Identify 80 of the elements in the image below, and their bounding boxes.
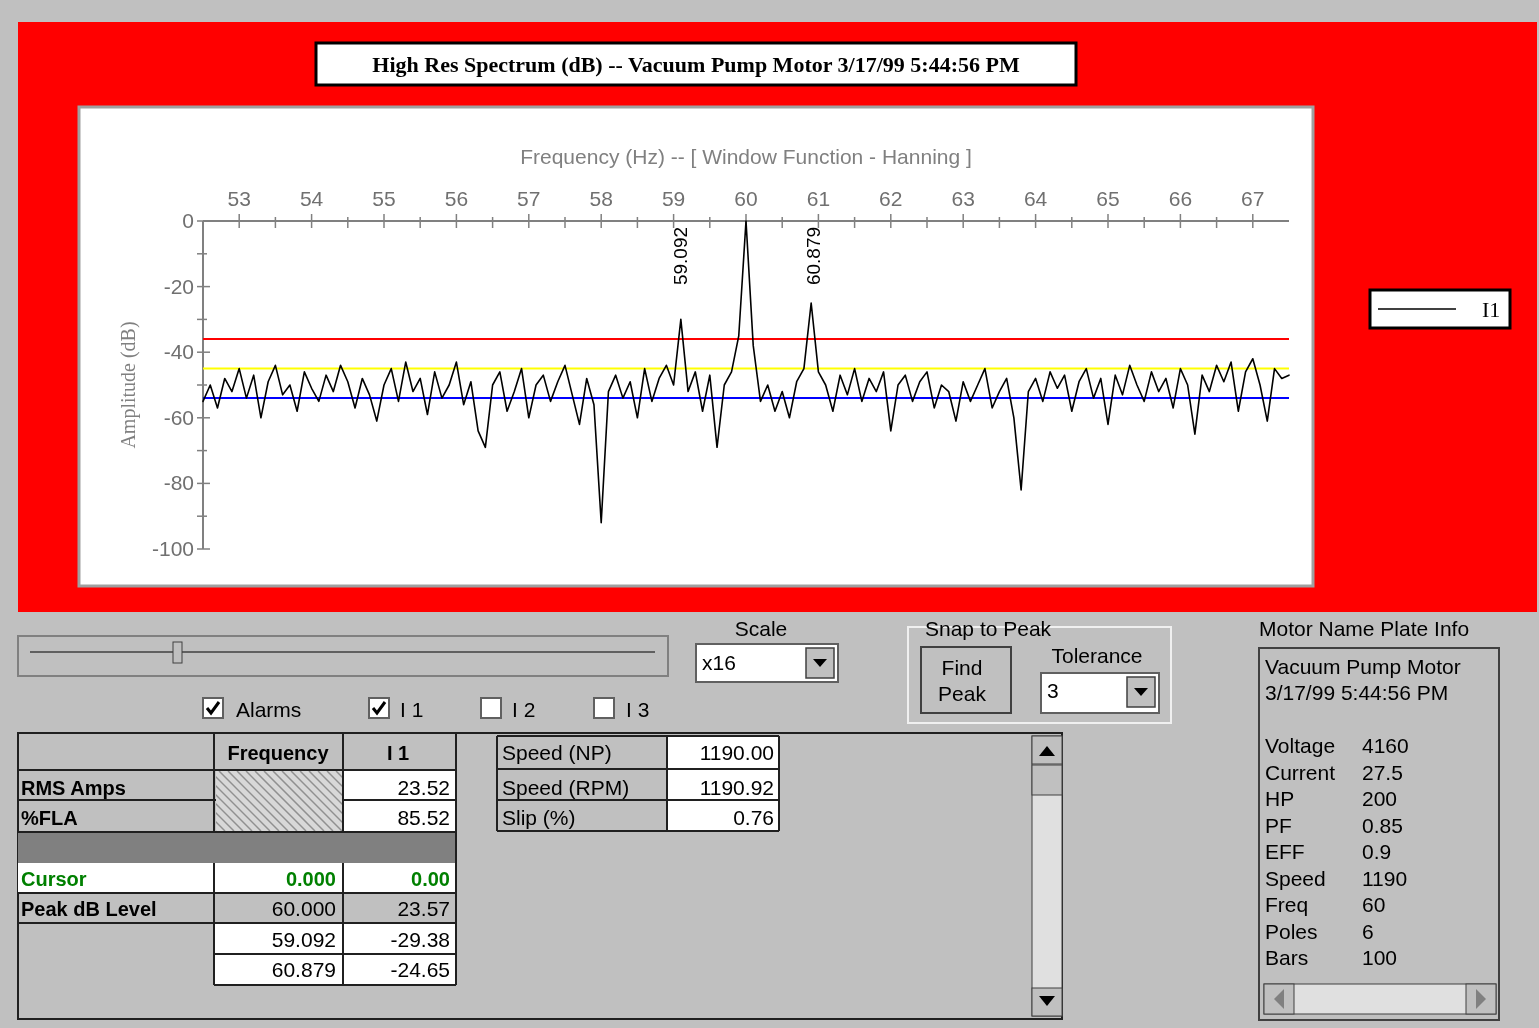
text: 0.76 [733,806,774,829]
text: Speed (NP) [502,741,612,764]
legend-label: I1 [1482,297,1501,322]
text: 85.52 [397,806,450,829]
x-tick-label: 60 [734,187,758,210]
text: 59.092 [271,928,336,951]
text: Poles [1265,919,1318,943]
x-tick-label: 63 [951,187,975,210]
text: I 1 [400,698,424,721]
text: 200 [1362,787,1398,810]
text: 0.9 [1362,840,1392,863]
y-tick-label: -40 [163,340,194,364]
text: I 1 [386,742,410,764]
y-tick-label: -100 [151,537,194,560]
text: 60.000 [271,897,336,920]
chart-title: High Res Spectrum (dB) -- Vacuum Pump Motor 3/17/99 5:44:56 PM [372,52,1020,77]
text: EFF [1265,840,1305,863]
text: Frequency [227,742,330,764]
y-tick-label: -20 [163,274,194,298]
text: Find Peak [938,656,987,705]
text: Speed (RPM) [502,776,630,799]
text: 60 [1362,893,1386,916]
text: Slip (%) [502,806,576,829]
text: %FLA [21,807,78,829]
x-tick-label: 57 [517,187,541,210]
y-tick-label: -60 [163,405,194,429]
text: 0.000 [285,868,336,890]
text: Voltage [1265,734,1336,757]
text: Alarms [236,698,302,721]
text: Freq [1265,893,1309,916]
text: 27.5 [1362,760,1403,784]
text: Motor Name Plate Info [1259,617,1470,640]
text: 23.57 [397,897,450,920]
text: HP [1265,787,1295,810]
x-tick-label: 61 [806,187,831,210]
text: 6 [1362,919,1374,943]
text: Speed [1265,866,1326,890]
text: I 3 [626,698,650,721]
text: Current [1265,760,1336,784]
text: 0.85 [1362,813,1403,837]
y-tick-label: -80 [163,471,194,495]
x-tick-label: 55 [372,187,396,210]
x-axis-title: Frequency (Hz) -- [ Window Function - Hanning ] [520,145,972,168]
annotation: 60.879 [803,226,824,286]
y-tick-label: 0 [182,209,194,232]
text: 23.52 [397,776,450,799]
text: PF [1265,813,1292,837]
text: I 2 [512,698,536,721]
x-tick-label: 54 [299,187,324,210]
text: -29.38 [390,928,450,951]
annotation: 59.092 [670,226,691,286]
text: 0.00 [411,868,450,890]
x-tick-label: 67 [1241,187,1265,210]
x-tick-label: 58 [589,187,613,210]
text: 1190.00 [699,741,774,764]
text: Scale [734,617,788,640]
text: 100 [1362,946,1398,969]
x-tick-label: 66 [1168,187,1193,210]
x-tick-label: 65 [1096,187,1120,210]
x-tick-label: 62 [879,187,903,210]
x-tick-label: 56 [444,187,469,210]
x-tick-label: 53 [227,187,251,210]
text: Peak dB Level [21,898,157,920]
text: Vacuum Pump Motor [1265,655,1461,678]
text: Cursor [21,868,87,890]
text: 3/17/99 5:44:56 PM [1265,681,1449,704]
text: Snap to Peak [925,617,1052,640]
text: 3 [1047,679,1059,702]
text: x16 [702,651,736,674]
text: -24.65 [390,958,450,981]
text: RMS Amps [21,777,126,799]
text: 60.879 [271,958,336,981]
text: Bars [1265,946,1309,969]
x-tick-label: 59 [661,187,686,210]
text: 1190.92 [699,776,774,799]
text: 1190 [1362,866,1408,890]
x-tick-label: 64 [1023,187,1048,210]
text: 4160 [1362,734,1409,757]
y-axis-title: Amplitude (dB) [117,321,140,449]
text: Tolerance [1051,644,1143,667]
